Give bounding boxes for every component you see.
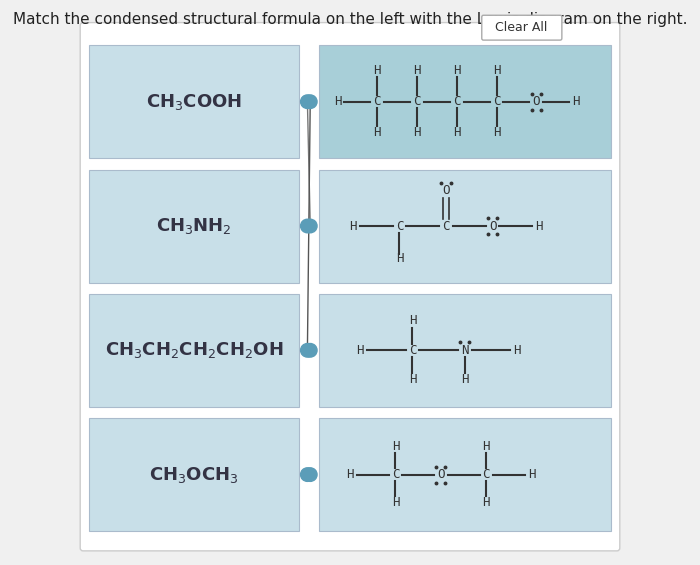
FancyBboxPatch shape <box>89 418 299 531</box>
Text: H: H <box>528 468 536 481</box>
Circle shape <box>303 219 317 233</box>
Text: C: C <box>493 95 500 108</box>
FancyBboxPatch shape <box>89 170 299 282</box>
Circle shape <box>300 95 314 108</box>
Text: C: C <box>395 219 403 233</box>
FancyBboxPatch shape <box>89 294 299 407</box>
Text: C: C <box>374 95 381 108</box>
Text: H: H <box>392 440 399 453</box>
Text: O: O <box>533 95 540 108</box>
FancyBboxPatch shape <box>318 170 611 282</box>
Text: H: H <box>413 126 421 140</box>
Text: H: H <box>493 126 500 140</box>
Text: CH$_3$NH$_2$: CH$_3$NH$_2$ <box>156 216 232 236</box>
FancyBboxPatch shape <box>482 15 562 40</box>
Text: H: H <box>409 373 416 386</box>
Text: O: O <box>489 219 496 233</box>
Text: O: O <box>442 184 449 198</box>
Text: H: H <box>392 496 399 510</box>
FancyBboxPatch shape <box>318 45 611 158</box>
Text: H: H <box>356 344 364 357</box>
Text: H: H <box>374 64 381 77</box>
FancyBboxPatch shape <box>80 23 620 551</box>
Circle shape <box>303 344 317 357</box>
Text: H: H <box>482 496 490 510</box>
Text: H: H <box>374 126 381 140</box>
FancyBboxPatch shape <box>318 418 611 531</box>
Circle shape <box>300 468 314 481</box>
Circle shape <box>300 344 314 357</box>
Text: C: C <box>482 468 490 481</box>
Text: H: H <box>413 64 421 77</box>
Text: H: H <box>334 95 342 108</box>
Text: H: H <box>493 64 500 77</box>
Text: H: H <box>395 252 403 266</box>
Circle shape <box>300 219 314 233</box>
Text: H: H <box>346 468 354 481</box>
Text: H: H <box>461 373 468 386</box>
Text: H: H <box>482 440 490 453</box>
Text: O: O <box>437 468 444 481</box>
Text: CH$_3$CH$_2$CH$_2$CH$_2$OH: CH$_3$CH$_2$CH$_2$CH$_2$OH <box>104 340 283 360</box>
FancyBboxPatch shape <box>89 45 299 158</box>
Text: N: N <box>461 344 468 357</box>
FancyBboxPatch shape <box>318 294 611 407</box>
Text: C: C <box>442 219 449 233</box>
Text: CH$_3$COOH: CH$_3$COOH <box>146 92 242 112</box>
Text: H: H <box>513 344 521 357</box>
Text: H: H <box>453 126 461 140</box>
Text: H: H <box>453 64 461 77</box>
Circle shape <box>303 95 317 108</box>
Text: Clear All: Clear All <box>496 21 547 34</box>
Circle shape <box>303 468 317 481</box>
Text: C: C <box>392 468 399 481</box>
Text: C: C <box>409 344 416 357</box>
Text: H: H <box>349 219 356 233</box>
Text: H: H <box>536 219 543 233</box>
Text: H: H <box>573 95 580 108</box>
Text: C: C <box>413 95 421 108</box>
Text: Match the condensed structural formula on the left with the Lewis diagram on the: Match the condensed structural formula o… <box>13 12 687 28</box>
Text: C: C <box>453 95 461 108</box>
Text: H: H <box>409 314 416 328</box>
Text: CH$_3$OCH$_3$: CH$_3$OCH$_3$ <box>149 464 239 485</box>
